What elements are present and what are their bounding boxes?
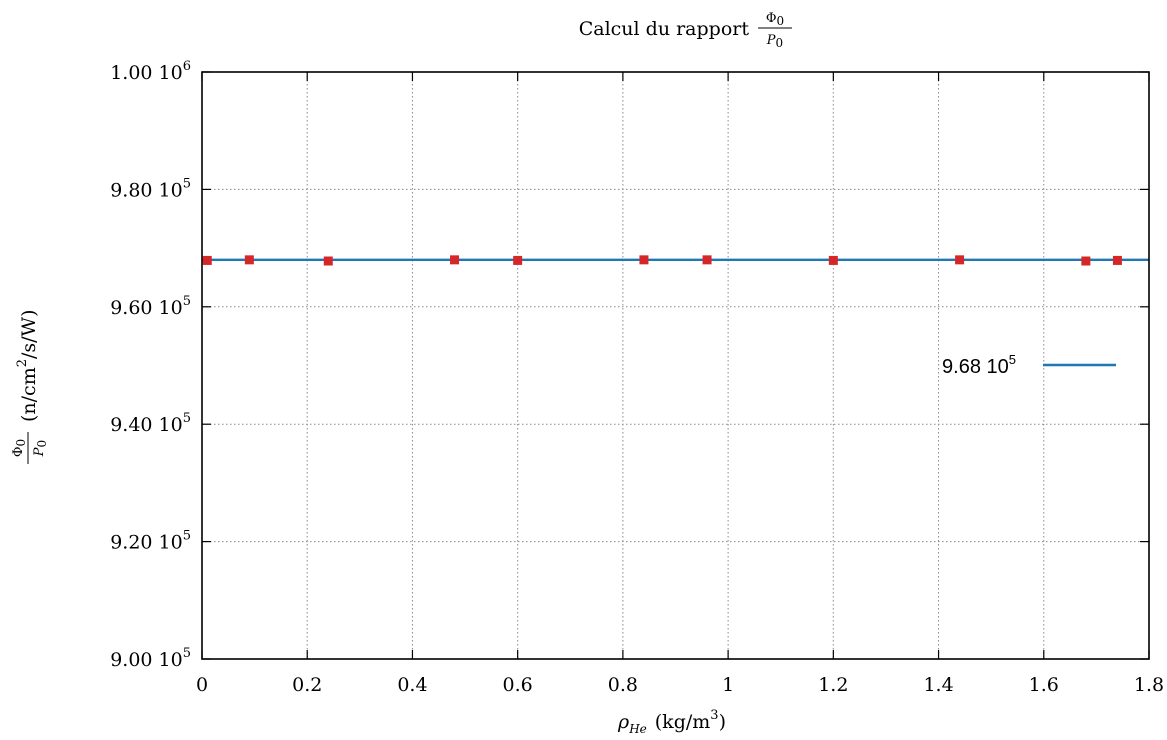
x-tick-label: 1.8: [1134, 674, 1164, 696]
y-tick-label: 9.20 105: [110, 529, 191, 554]
data-point-marker: [244, 255, 254, 265]
x-tick-label: 1.4: [923, 674, 953, 696]
data-point-marker: [513, 255, 523, 265]
plot-frame: [201, 71, 1150, 660]
y-label-frac-numerator: Φ0: [11, 439, 28, 457]
legend: 9.68 105: [942, 352, 1116, 378]
grid: [202, 72, 1149, 659]
data-point-marker: [639, 255, 649, 265]
x-tick-label: 1.6: [1029, 674, 1059, 696]
title-fraction: Φ0 P0: [758, 11, 792, 50]
y-tick-label: 9.40 105: [110, 411, 191, 436]
y-axis-label: Φ0 P0 (n/cm2/s/W): [11, 310, 49, 464]
x-tick-labels: 0 0.2 0.4 0.6 0.8 1 1.2 1.4 1.6 1.8: [196, 674, 1164, 696]
data-point-marker: [1081, 256, 1091, 266]
y-label-units: (n/cm2/s/W): [15, 310, 40, 423]
x-axis-label: ρHe (kg/m3): [617, 708, 726, 736]
x-tick-label: 0.6: [503, 674, 533, 696]
x-tick-label: 0.8: [608, 674, 638, 696]
data-point-marker: [323, 256, 333, 266]
data-point-marker: [828, 255, 838, 265]
title-text: Calcul du rapport: [579, 18, 750, 40]
y-tick-label: 9.60 105: [110, 294, 191, 319]
x-tick-label: 1: [722, 674, 734, 696]
y-tick-labels: 9.00 105 9.20 105 9.40 105 9.60 105 9.80 105…: [110, 59, 191, 671]
data-point-marker: [702, 255, 712, 265]
y-label-frac-denominator: P0: [32, 440, 49, 457]
x-tick-label: 1.2: [818, 674, 848, 696]
y-tick-label: 9.80 105: [110, 176, 191, 201]
title-frac-denominator: P0: [766, 33, 783, 50]
x-tick-label: 0.4: [397, 674, 427, 696]
markers-group: [202, 255, 1122, 266]
data-point-marker: [450, 255, 460, 265]
chart-title: Calcul du rapport Φ0 P0: [579, 11, 792, 50]
title-frac-numerator: Φ0: [766, 11, 784, 28]
x-tick-label: 0: [196, 674, 208, 696]
y-tick-label: 1.00 106: [110, 59, 191, 84]
ticks: [201, 71, 1150, 660]
legend-label: 9.68 105: [942, 352, 1016, 378]
data-point-marker: [955, 255, 965, 265]
y-tick-label: 9.00 105: [110, 646, 191, 671]
data-point-marker: [202, 255, 212, 265]
data-point-marker: [1112, 255, 1122, 265]
x-tick-label: 0.2: [292, 674, 322, 696]
